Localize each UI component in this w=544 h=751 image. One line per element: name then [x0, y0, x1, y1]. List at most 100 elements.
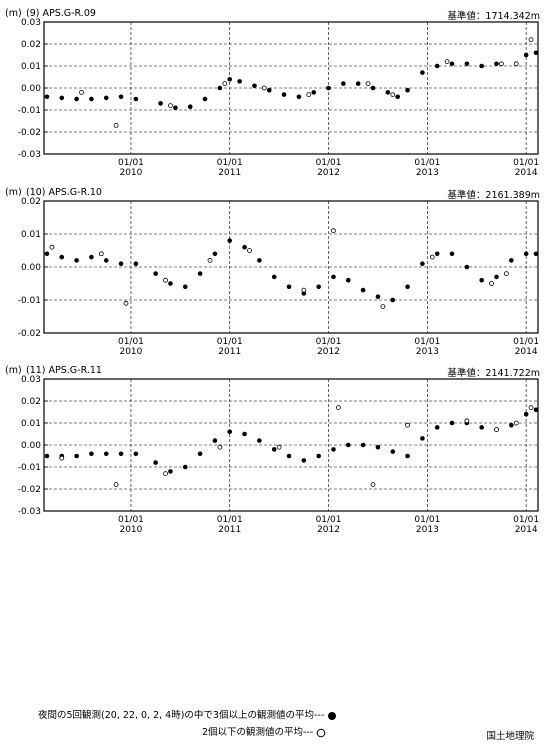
data-point-filled [44, 94, 50, 100]
data-point-open [123, 300, 129, 306]
x-tick-date-label: 01/01 [316, 515, 342, 525]
data-point-filled [533, 50, 539, 56]
data-point-open [444, 59, 450, 64]
y-tick-label: 0.01 [21, 419, 41, 429]
data-point-open [79, 90, 84, 95]
y-unit-label: (m) [5, 187, 22, 198]
x-tick-date-label: 01/01 [118, 337, 144, 347]
y-tick-label: 0.01 [21, 230, 41, 240]
data-point-filled [202, 96, 208, 102]
data-point-filled [449, 251, 455, 257]
y-tick-label: -0.03 [18, 150, 41, 160]
data-point-filled [523, 251, 529, 257]
y-tick-label: 0.00 [21, 441, 41, 451]
data-point-open [513, 61, 519, 67]
data-point-filled [252, 83, 257, 89]
data-point-filled [266, 87, 272, 93]
x-tick-year-label: 2011 [218, 168, 241, 178]
data-point-open [494, 427, 499, 432]
chart-plot: -0.02-0.010.000.010.0201/01201001/012011… [18, 197, 539, 357]
data-point-filled [44, 251, 50, 257]
x-tick-date-label: 01/01 [414, 158, 440, 168]
data-point-open [113, 482, 119, 487]
legend-filled-label: 夜間の5回観測(20, 22, 0, 2, 4時)の中で3個以上の観測値の平均-… [38, 710, 325, 721]
x-tick-date-label: 01/01 [316, 337, 342, 347]
data-point-filled [168, 469, 173, 474]
data-point-filled [385, 90, 391, 95]
station-title: (10) APS.G-R.10 [26, 187, 102, 198]
y-tick-label: -0.03 [18, 507, 41, 517]
data-point-filled [509, 258, 514, 263]
y-tick-label: -0.02 [18, 128, 41, 138]
data-point-filled [182, 464, 188, 470]
data-point-filled [197, 451, 203, 457]
data-point-filled [434, 425, 440, 430]
y-unit-label: (m) [5, 8, 22, 19]
data-point-filled [405, 453, 410, 459]
data-point-open [59, 455, 65, 461]
data-point-filled [523, 52, 529, 58]
data-point-filled [479, 425, 484, 430]
chart-plot: -0.03-0.02-0.010.000.010.020.0301/012010… [18, 375, 539, 535]
station-title: (11) APS.G-R.11 [26, 365, 102, 376]
data-point-filled [420, 70, 425, 75]
chart-panel-11: (m) (11) APS.G-R.11 基準値：2141.722m -0.03 -… [0, 365, 544, 545]
data-point-filled [217, 85, 223, 91]
data-point-filled [464, 264, 470, 270]
data-point-open [489, 281, 494, 286]
data-point-filled [331, 274, 336, 280]
x-tick-year-label: 2010 [119, 168, 142, 178]
data-point-filled [227, 76, 233, 82]
data-point-filled [326, 85, 331, 91]
y-tick-label: -0.01 [18, 463, 41, 473]
plot-frame [43, 200, 539, 334]
data-point-open [370, 482, 376, 487]
x-tick-date-label: 01/01 [217, 158, 243, 168]
data-point-filled [74, 96, 79, 102]
data-point-open [207, 258, 213, 263]
data-point-filled [281, 92, 287, 97]
x-tick-date-label: 01/01 [513, 158, 539, 168]
data-point-filled [257, 258, 262, 263]
data-point-filled [395, 94, 401, 100]
data-point-filled [118, 451, 124, 457]
y-tick-label: 0.02 [21, 397, 41, 407]
data-point-filled [133, 261, 139, 266]
data-point-filled [89, 254, 94, 260]
y-tick-label: -0.02 [18, 485, 41, 495]
y-tick-label: -0.01 [18, 296, 41, 306]
data-point-open [98, 251, 104, 257]
data-point-filled [479, 63, 484, 69]
data-point-filled [187, 104, 193, 109]
data-point-filled [59, 254, 65, 260]
data-point-filled [346, 277, 351, 283]
y-tick-label: -0.01 [18, 106, 41, 116]
data-point-filled [464, 61, 470, 67]
data-point-open [331, 228, 336, 234]
data-point-filled [296, 94, 302, 100]
filled-circle-icon [328, 711, 337, 720]
station-title: (9) APS.G-R.09 [26, 8, 96, 19]
x-tick-date-label: 01/01 [217, 337, 243, 347]
legend-open-label: 2個以下の観測値の平均--- [202, 727, 314, 738]
data-point-filled [212, 438, 218, 443]
legend-filled: 夜間の5回観測(20, 22, 0, 2, 4時)の中で3個以上の観測値の平均-… [38, 707, 337, 721]
data-point-open [113, 123, 119, 128]
y-tick-label: 0.03 [21, 18, 41, 28]
data-point-filled [44, 453, 50, 459]
x-tick-year-label: 2010 [119, 347, 142, 357]
data-point-open [217, 444, 223, 450]
data-point-filled [331, 447, 336, 452]
data-point-filled [370, 85, 376, 91]
data-point-filled [74, 258, 79, 263]
data-point-filled [103, 95, 109, 101]
data-point-filled [227, 429, 233, 435]
data-point-filled [316, 284, 321, 290]
data-point-filled [242, 244, 247, 250]
data-point-filled [237, 79, 242, 84]
x-tick-year-label: 2014 [515, 168, 538, 178]
data-point-filled [173, 105, 178, 111]
data-point-filled [449, 61, 455, 67]
data-point-filled [89, 96, 94, 102]
data-point-open [528, 405, 534, 410]
